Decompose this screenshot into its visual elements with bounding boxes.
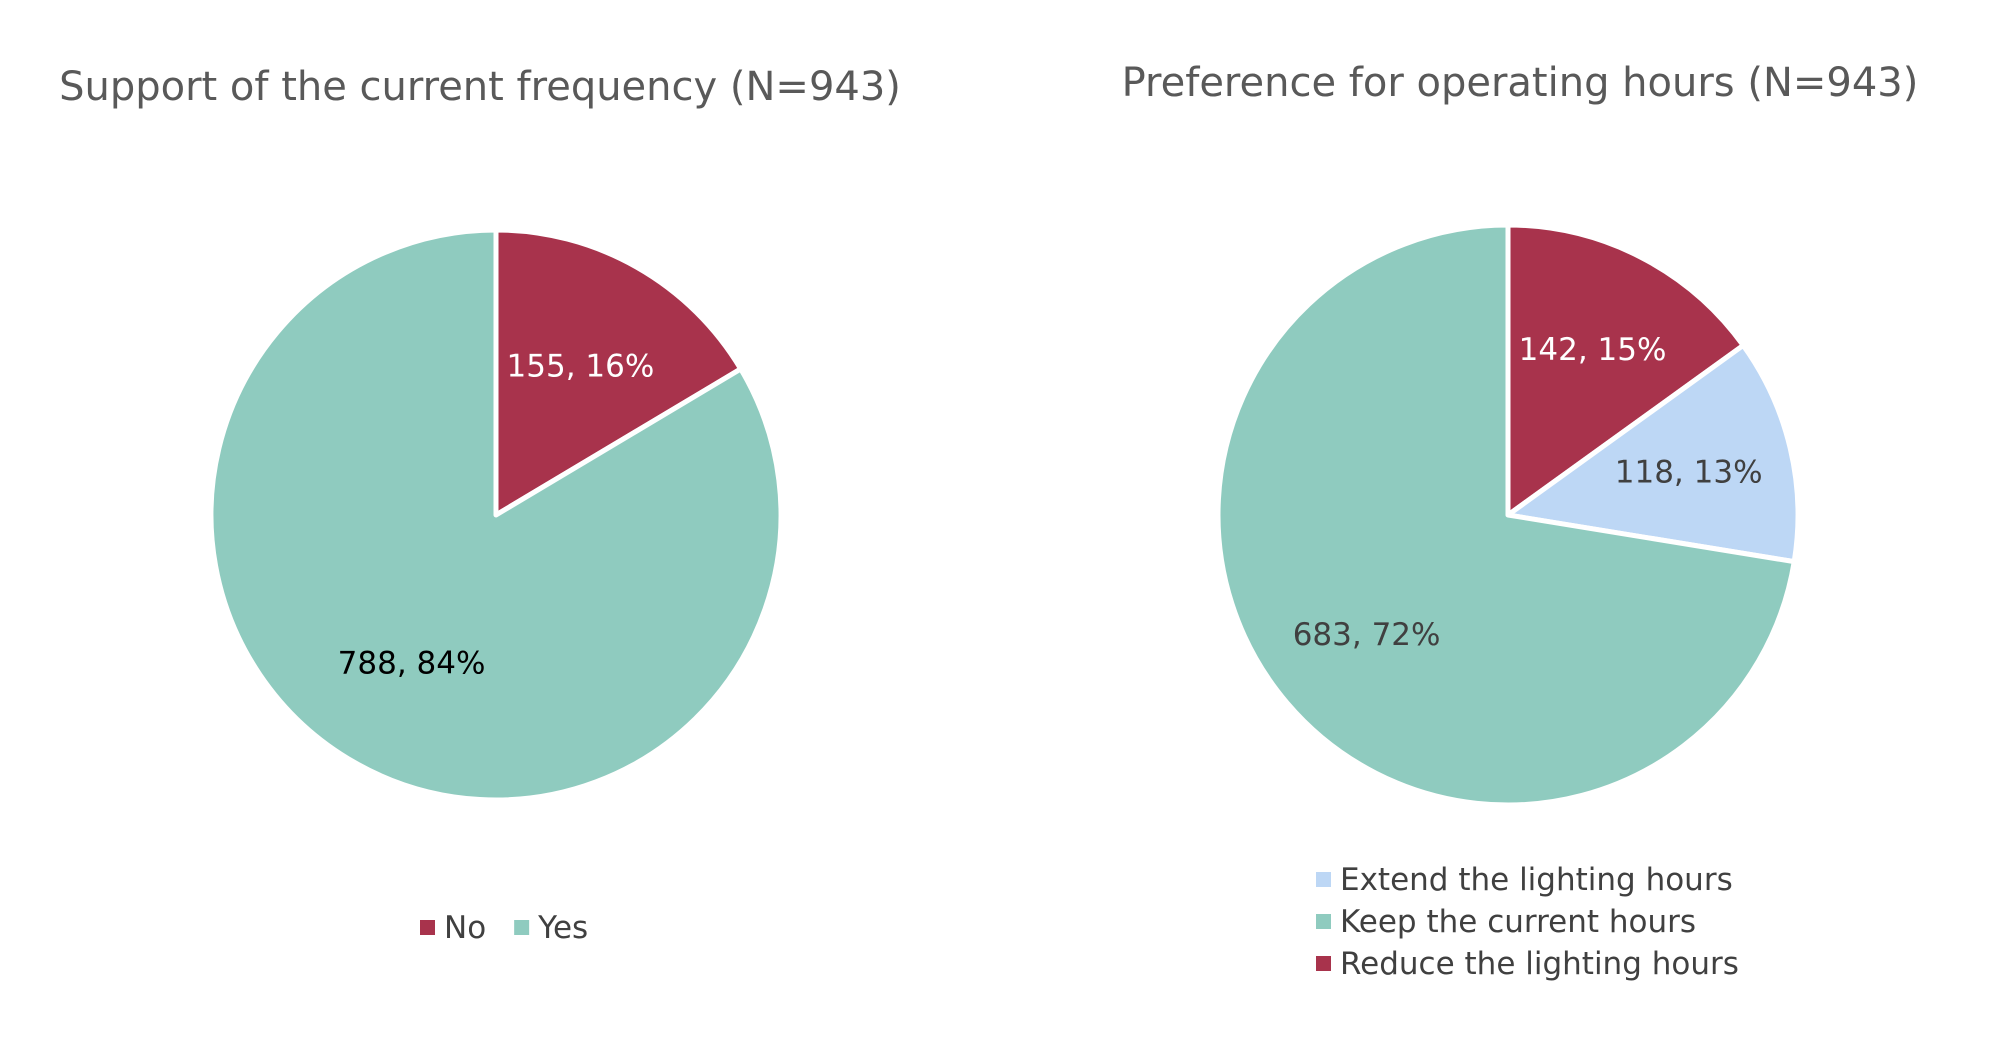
pie-slice-no	[493, 227, 744, 518]
pie-chart-operating-hours: Preference for operating hours (N=943) 1…	[1122, 60, 1919, 982]
legend-swatch-yes	[514, 920, 530, 935]
pie-labels-operating-hours: 142, 15% 118, 13% 683, 72%	[1293, 332, 1763, 653]
pie-slice-keep-the-current-hours	[1215, 222, 1797, 808]
legend-label-yes: Yes	[537, 910, 588, 946]
chart-title-frequency: Support of the current frequency (N=943)	[59, 64, 901, 110]
data-label-reduce-the-lighting-hours: 142, 15%	[1519, 332, 1667, 368]
legend-swatch-extend-the-lighting-hours	[1316, 872, 1331, 887]
pie-slices-operating-hours	[1215, 222, 1801, 808]
legend-label-reduce-the-lighting-hours: Reduce the lighting hours	[1340, 946, 1739, 982]
pie-slice-yes	[208, 227, 784, 803]
data-label-yes: 788, 84%	[338, 646, 486, 682]
legend-label-no: No	[444, 910, 486, 946]
legend-swatch-no	[420, 920, 435, 935]
pie-chart-frequency: Support of the current frequency (N=943)…	[59, 64, 901, 946]
data-label-no: 155, 16%	[507, 348, 655, 384]
legend-frequency: No Yes	[420, 910, 588, 946]
legend-swatch-reduce-the-lighting-hours	[1316, 956, 1331, 971]
legend-label-keep-the-current-hours: Keep the current hours	[1340, 904, 1696, 940]
pie-slice-extend-the-lighting-hours	[1505, 342, 1801, 565]
pie-labels-frequency: 155, 16% 788, 84%	[338, 348, 655, 681]
chart-title-operating-hours: Preference for operating hours (N=943)	[1122, 60, 1919, 106]
pie-slices-frequency	[208, 227, 784, 803]
data-label-extend-the-lighting-hours: 118, 13%	[1615, 454, 1763, 490]
pie-slice-reduce-the-lighting-hours	[1505, 222, 1746, 518]
legend-operating-hours: Extend the lighting hours Keep the curren…	[1316, 862, 1739, 982]
data-label-keep-the-current-hours: 683, 72%	[1293, 617, 1441, 653]
legend-label-extend-the-lighting-hours: Extend the lighting hours	[1340, 862, 1733, 898]
legend-swatch-keep-the-current-hours	[1316, 914, 1331, 929]
